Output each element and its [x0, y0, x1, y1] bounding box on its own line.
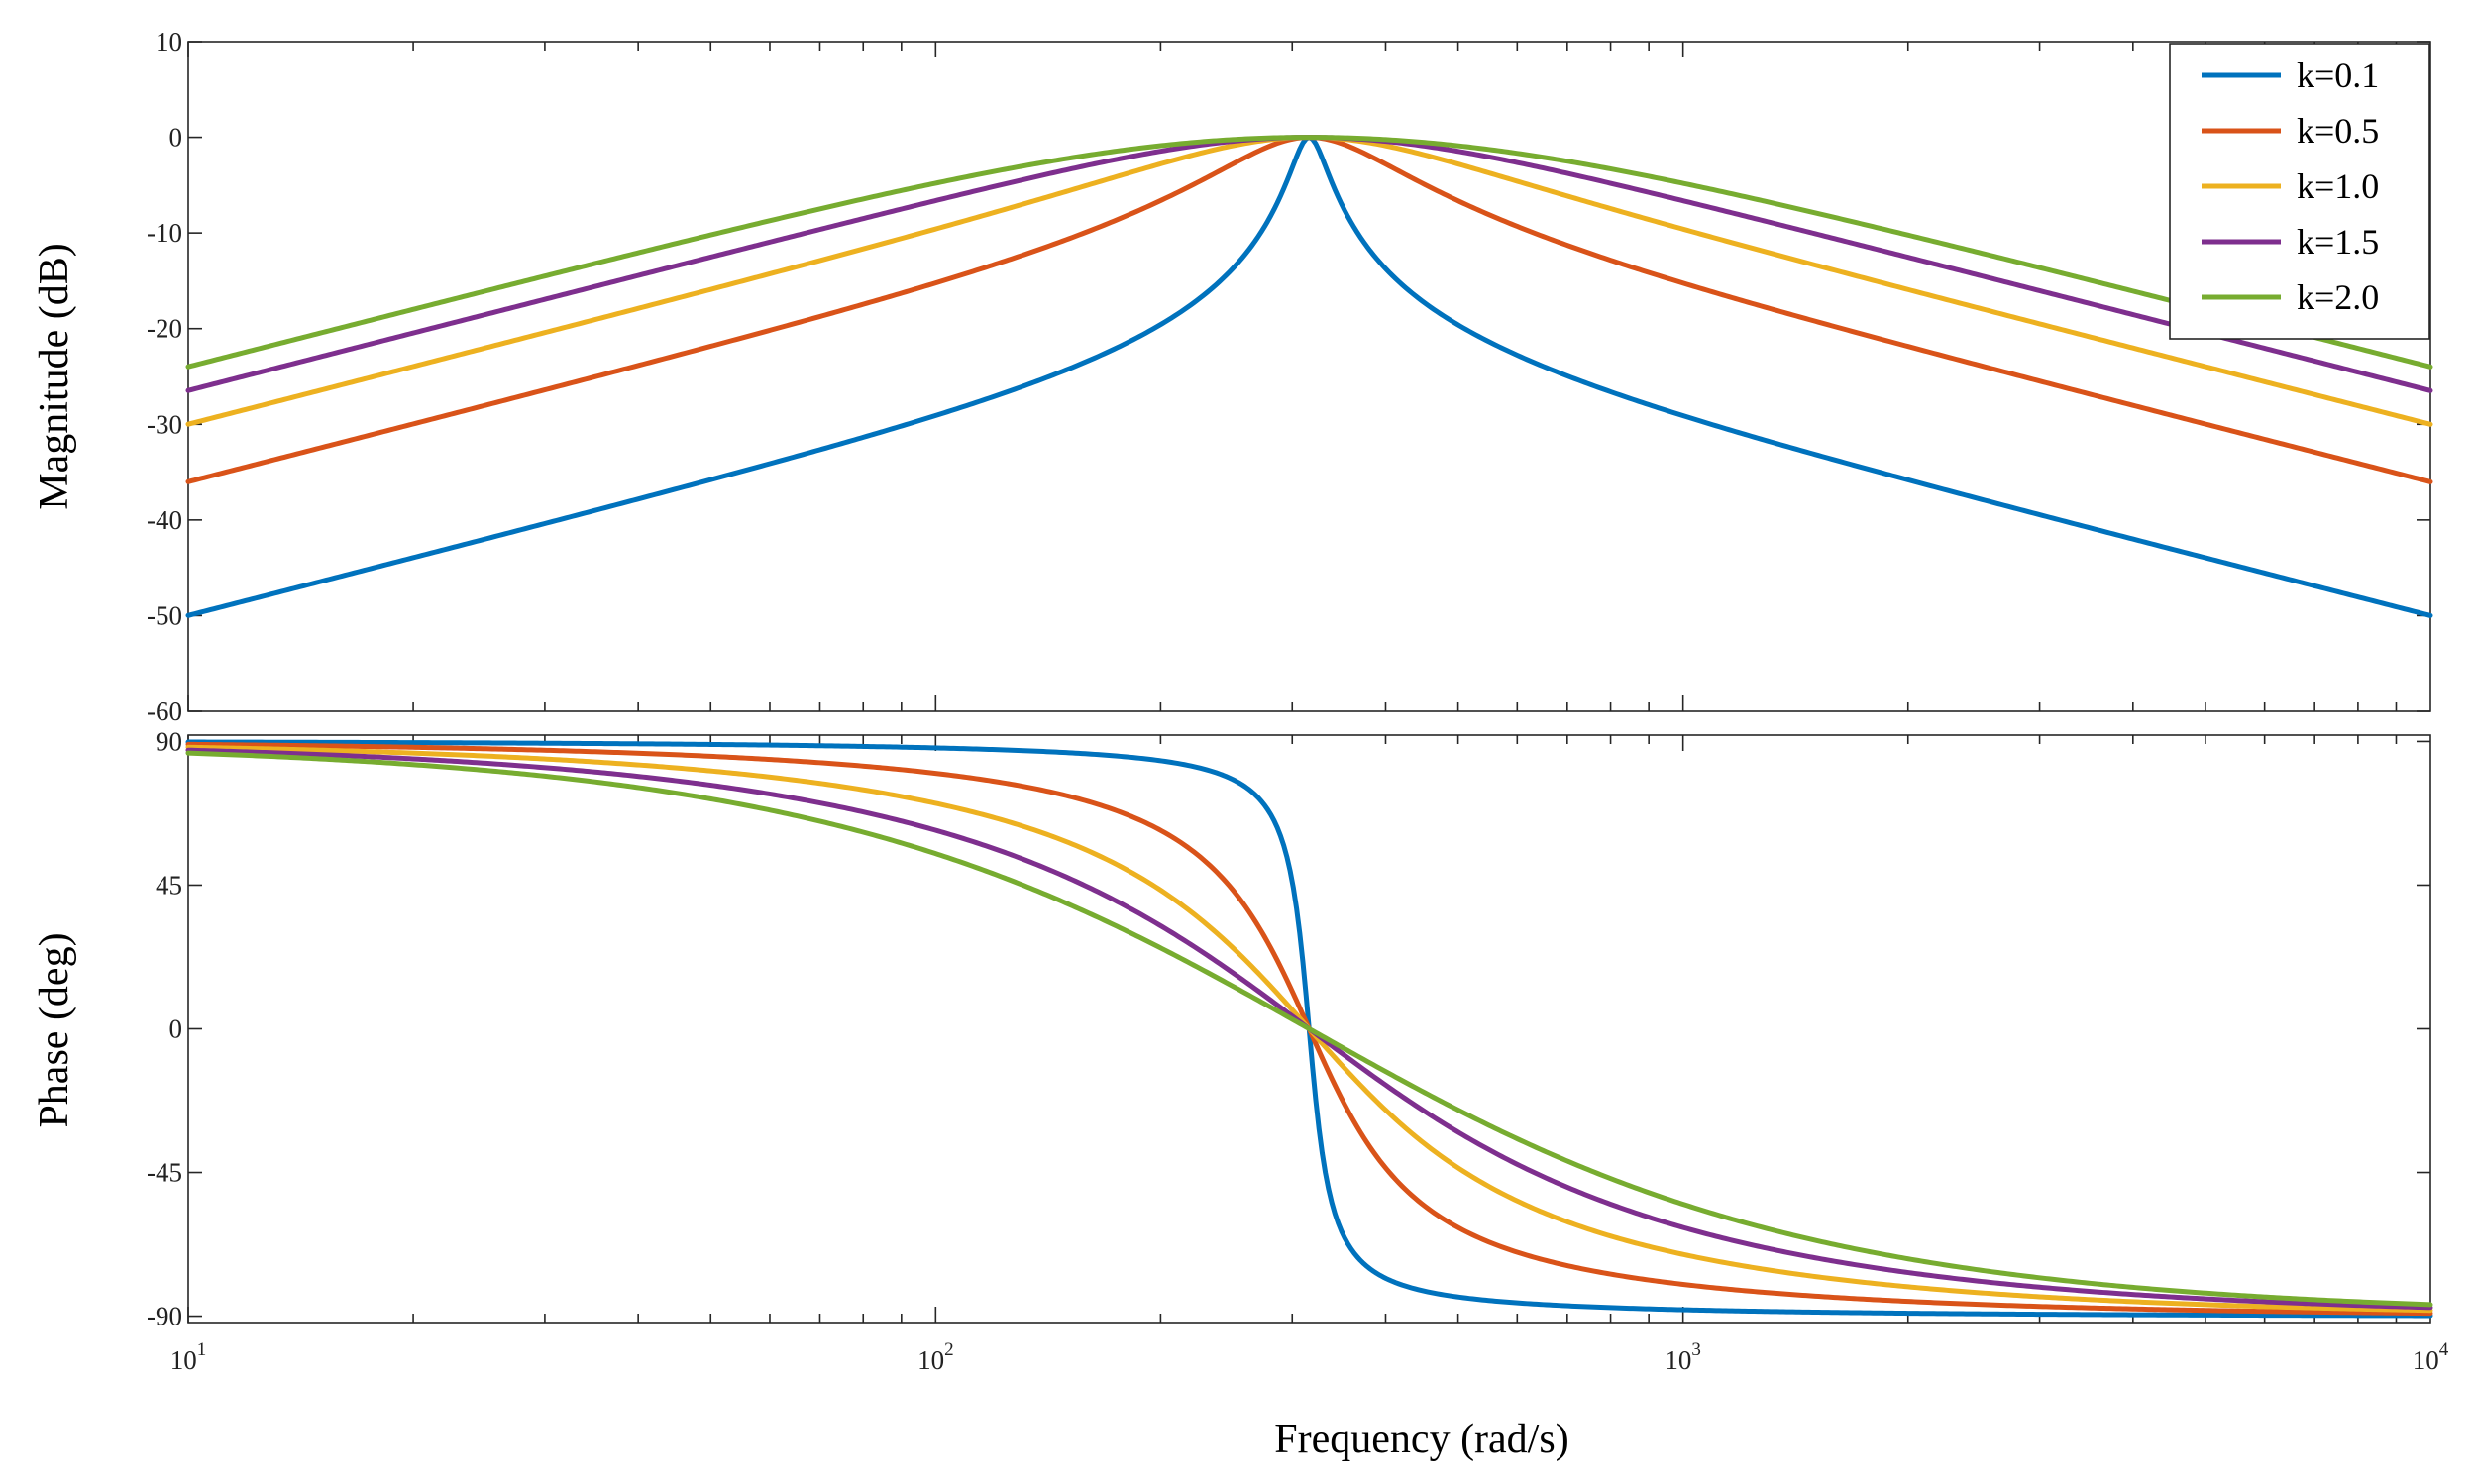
x-tick-label: 101	[170, 1339, 207, 1375]
y-tick-label: -45	[147, 1158, 182, 1188]
y-tick-label: 0	[169, 123, 183, 153]
x-tick-exponent: 4	[2439, 1339, 2449, 1360]
magnitude-line-k=0.5	[185, 135, 2433, 484]
frequency-axis-label: Frequency (rad/s)	[1274, 1417, 1568, 1462]
phase-ticks: 90 45 0 -45 -90	[147, 726, 2430, 1331]
magnitude-ticks: 10 0 -10 -20 -30 -40 -50 -60	[147, 27, 2430, 726]
x-tick-label: 102	[917, 1339, 954, 1375]
y-tick-label: 45	[156, 870, 182, 900]
x-tick-exponent: 2	[944, 1339, 954, 1360]
x-tick-label: 104	[2413, 1339, 2449, 1375]
y-tick-label: -20	[147, 314, 182, 344]
x-tick-base: 10	[170, 1345, 197, 1375]
y-tick-label: -50	[147, 600, 182, 630]
magnitude-line-k=2.0	[185, 135, 2433, 370]
y-tick-label: 0	[169, 1014, 183, 1044]
frequency-tick-labels: 101 102 103 104	[170, 1339, 2449, 1375]
phase-panel: 90 45 0 -45 -90 Phase (deg)	[32, 726, 2433, 1331]
x-tick-base: 10	[2413, 1345, 2439, 1375]
legend-label: k=1.5	[2297, 222, 2379, 262]
x-tick-exponent: 1	[197, 1339, 207, 1360]
y-tick-label: 10	[156, 27, 182, 56]
x-tick-label: 103	[1665, 1339, 1701, 1375]
y-tick-label: -10	[147, 218, 182, 248]
phase-lines	[185, 739, 2433, 1319]
legend: k=0.1 k=0.5 k=1.0 k=1.5 k=2.0	[2169, 43, 2430, 340]
y-tick-label: -40	[147, 505, 182, 535]
phase-line-k=2.0	[185, 750, 2433, 1308]
legend-label: k=0.5	[2297, 111, 2379, 151]
magnitude-line-k=0.1	[185, 135, 2433, 618]
magnitude-axis-label: Magnitude (dB)	[32, 243, 77, 509]
y-tick-label: -90	[147, 1302, 182, 1331]
magnitude-lines	[185, 135, 2433, 618]
legend-label: k=1.0	[2297, 166, 2379, 206]
x-tick-base: 10	[917, 1345, 944, 1375]
y-tick-label: -30	[147, 409, 182, 439]
x-tick-exponent: 3	[1691, 1339, 1701, 1360]
y-tick-label: 90	[156, 726, 182, 756]
magnitude-panel: 10 0 -10 -20 -30 -40 -50 -60 Magnitude (dB)	[32, 27, 2433, 726]
legend-box	[2169, 43, 2430, 340]
magnitude-line-k=1.5	[185, 135, 2433, 393]
magnitude-plot-frame	[187, 41, 2431, 712]
phase-axis-label: Phase (deg)	[32, 932, 77, 1127]
x-tick-base: 10	[1665, 1345, 1691, 1375]
legend-label: k=0.1	[2297, 55, 2379, 95]
legend-label: k=2.0	[2297, 277, 2379, 317]
legend-items: k=0.1 k=0.5 k=1.0 k=1.5 k=2.0	[2202, 55, 2379, 317]
y-tick-label: -60	[147, 696, 182, 726]
